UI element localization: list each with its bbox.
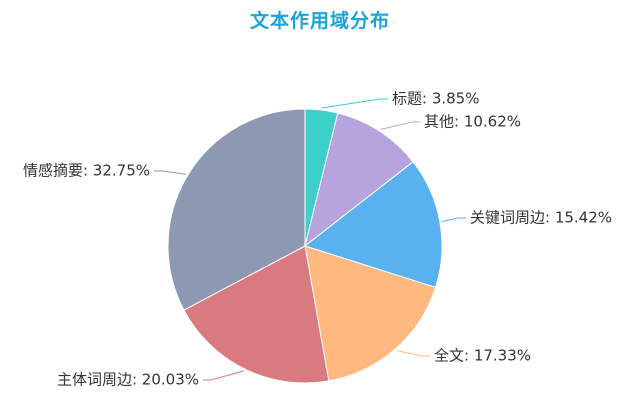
leader-line-4 — [396, 350, 430, 357]
leader-line-6 — [154, 170, 186, 175]
pie-slice-5[interactable] — [183, 245, 330, 384]
slice-label-2: 其他: 10.62% — [424, 113, 521, 131]
leader-line-3 — [441, 217, 466, 222]
slice-labels: 标题: 3.85% 其他: 10.62% 关键词周边: 15.42% 全文: 17.3… — [23, 90, 612, 389]
leader-line-5 — [203, 370, 245, 381]
slice-label-6: 情感摘要: 32.75% — [23, 162, 150, 180]
label-leader-lines — [154, 98, 466, 381]
chart-title: 文本作用域分布 — [249, 10, 390, 32]
pie-slices — [167, 108, 443, 384]
pie-slice-6[interactable] — [167, 108, 306, 311]
slice-label-4: 全文: 17.33% — [434, 347, 531, 365]
pie-slice-4[interactable] — [304, 245, 437, 382]
pie-slice-3[interactable] — [303, 161, 443, 289]
slice-label-1: 标题: 3.85% — [392, 90, 479, 108]
slice-label-5: 主体词周边: 20.03% — [57, 371, 199, 389]
leader-line-1 — [321, 98, 388, 109]
pie-slice-2[interactable] — [304, 112, 414, 248]
leader-line-2 — [380, 121, 420, 130]
slice-label-3: 关键词周边: 15.42% — [470, 209, 612, 227]
